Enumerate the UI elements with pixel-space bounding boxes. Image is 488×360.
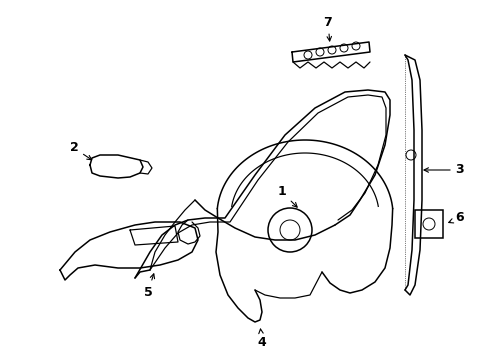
- Text: 4: 4: [257, 329, 266, 348]
- Text: 7: 7: [323, 15, 332, 41]
- Bar: [414, 210, 442, 238]
- Text: 5: 5: [143, 274, 154, 298]
- Text: 3: 3: [423, 163, 464, 176]
- Text: 6: 6: [448, 211, 464, 225]
- Text: 2: 2: [69, 141, 91, 160]
- Text: 1: 1: [277, 185, 297, 207]
